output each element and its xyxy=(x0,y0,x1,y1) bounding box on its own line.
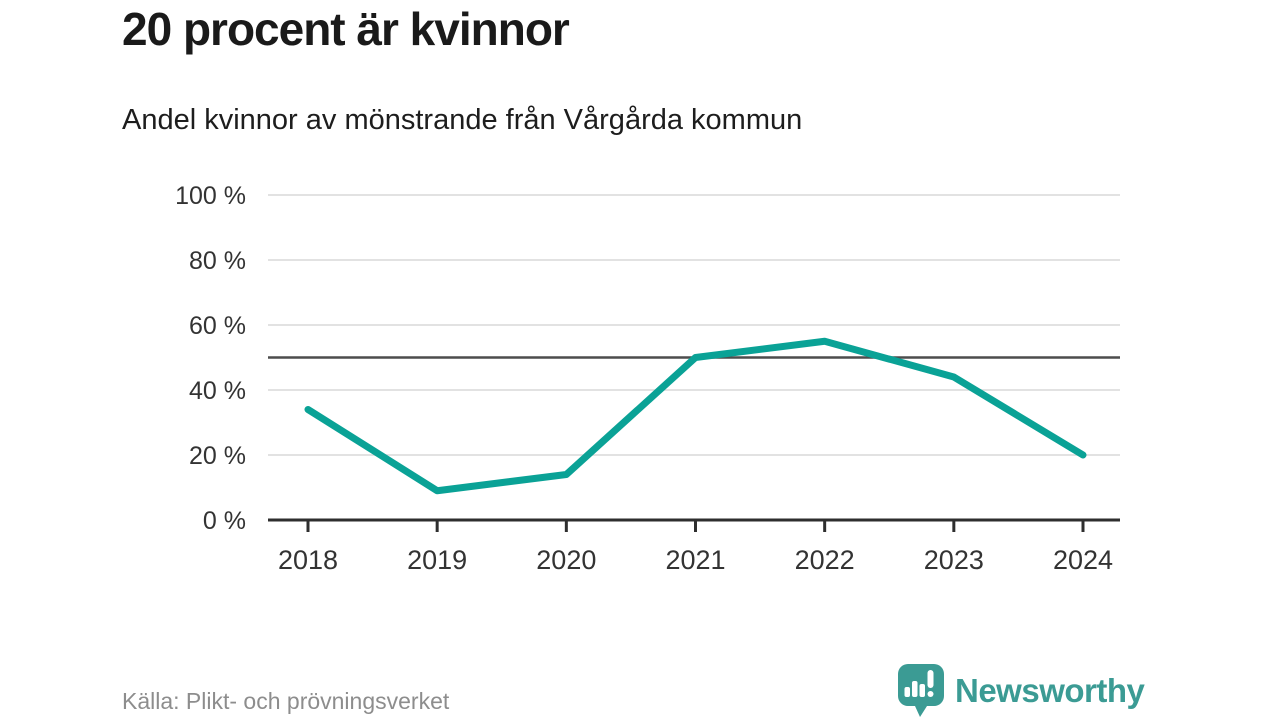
logo-exclamation-bar xyxy=(927,670,934,688)
x-tick-label: 2019 xyxy=(407,545,467,575)
newsworthy-logo: Newsworthy xyxy=(896,662,1145,720)
data-line-andel-kvinnor xyxy=(304,337,1087,495)
y-tick-label: 0 % xyxy=(203,507,246,535)
logo-bar-tall xyxy=(912,681,918,697)
logo-bar-small xyxy=(904,687,910,697)
logo-exclamation-dot xyxy=(927,691,934,697)
x-tick-label: 2022 xyxy=(795,545,855,575)
y-tick-label: 100 % xyxy=(175,182,246,210)
source-note: Källa: Plikt- och prövningsverket xyxy=(122,688,450,714)
gridlines xyxy=(268,194,1120,456)
x-tick-label: 2023 xyxy=(924,545,984,575)
newsworthy-logo-icon xyxy=(898,664,944,717)
brand-wordmark: Newsworthy xyxy=(955,672,1145,709)
x-tick-label: 2020 xyxy=(536,545,596,575)
x-tick-label: 2024 xyxy=(1053,545,1113,575)
y-tick-label: 80 % xyxy=(189,247,246,275)
x-tick-label: 2018 xyxy=(278,545,338,575)
line-chart: 0 % 20 % 40 % 60 % 80 % 100 % 2018 2019 2020 2021… xyxy=(175,182,1120,575)
y-tick-label: 20 % xyxy=(189,442,246,470)
chart-subtitle: Andel kvinnor av mönstrande från Vårgård… xyxy=(122,104,803,136)
x-tick-label: 2021 xyxy=(665,545,725,575)
x-axis xyxy=(268,518,1120,532)
x-axis-labels: 2018 2019 2020 2021 2022 2023 2024 xyxy=(278,545,1113,575)
y-tick-label: 40 % xyxy=(189,377,246,405)
y-axis-labels: 0 % 20 % 40 % 60 % 80 % 100 % xyxy=(175,182,246,535)
chart-title: 20 procent är kvinnor xyxy=(122,3,570,55)
y-tick-label: 60 % xyxy=(189,312,246,340)
logo-bar-medium xyxy=(919,684,925,697)
